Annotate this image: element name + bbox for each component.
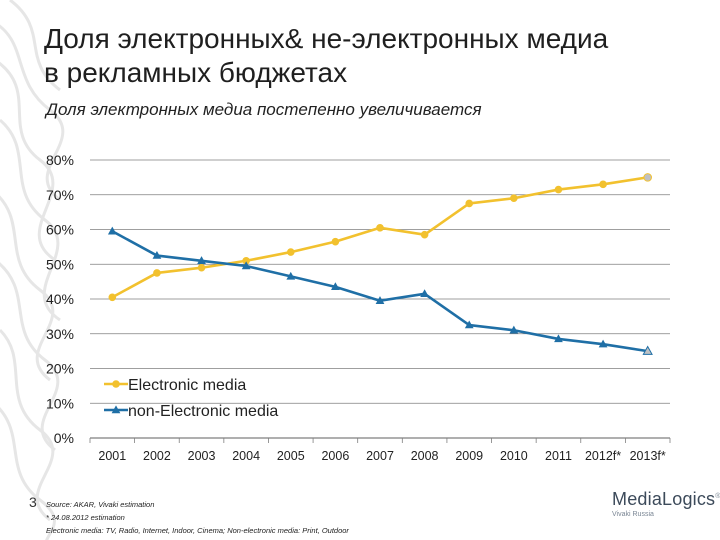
data-point <box>331 237 340 246</box>
data-point <box>107 226 117 235</box>
data-point <box>242 256 250 265</box>
chart-legend: Electronic media non-Electronic media <box>104 377 278 420</box>
y-tick-label: 60% <box>46 222 74 238</box>
data-point <box>241 261 251 270</box>
y-tick-label: 30% <box>46 326 74 342</box>
data-point <box>598 339 608 348</box>
y-axis-ticks: 0% 10% 20% 30% 40% 50% 60% 70% 80% <box>46 152 74 446</box>
x-tick-label: 2001 <box>98 449 126 463</box>
y-tick-label: 40% <box>46 291 74 307</box>
footnotes: Source: AKAR, Vivaki estimation * 24.08.… <box>46 498 349 537</box>
series-line <box>111 230 648 353</box>
x-tick-label: 2004 <box>232 449 260 463</box>
x-tick-label: 2013f* <box>630 449 666 463</box>
footnote-definition: Electronic media: TV, Radio, Internet, I… <box>46 526 349 535</box>
data-point <box>286 248 295 256</box>
swirl-pattern <box>0 0 65 540</box>
x-tick-label: 2007 <box>366 449 394 463</box>
data-point <box>376 223 384 232</box>
y-tick-label: 0% <box>54 430 74 446</box>
legend-marker <box>112 380 120 388</box>
data-point <box>509 325 519 334</box>
data-point <box>643 173 652 182</box>
x-tick-label: 2009 <box>455 449 483 463</box>
data-point <box>375 296 385 304</box>
data-point <box>554 334 563 343</box>
x-tick-label: 2005 <box>277 449 305 463</box>
slide-subtitle: Доля электронных медиа постепенно увелич… <box>46 100 482 119</box>
slide-title-line2: в рекламных бюджетах <box>44 57 348 88</box>
data-point <box>465 199 474 208</box>
data-point <box>420 289 429 298</box>
logo-subtitle: Vivaki Russia <box>612 511 654 518</box>
footnote-estimation: * 24.08.2012 estimation <box>46 513 125 522</box>
medialogics-logo: MediaLogics® Vivaki Russia <box>612 489 720 518</box>
data-point <box>286 271 296 280</box>
legend-label: Electronic media <box>128 377 246 394</box>
data-point <box>510 194 518 203</box>
x-tick-label: 2006 <box>321 449 349 463</box>
decorative-swirl-background <box>0 0 72 540</box>
slide-title: Доля электронных& не-электронных медиа в… <box>44 22 704 90</box>
x-tick-label: 2008 <box>411 449 439 463</box>
x-tick-label: 2010 <box>500 449 528 463</box>
data-point <box>642 345 653 355</box>
data-point <box>464 320 474 329</box>
data-point <box>554 185 563 194</box>
slide-title-line1: Доля электронных& не-электронных медиа <box>44 23 609 54</box>
x-tick-label: 2012f* <box>585 449 621 463</box>
data-point <box>153 269 161 277</box>
data-point <box>108 293 117 302</box>
data-point <box>331 282 340 291</box>
data-point <box>152 250 162 259</box>
x-axis-ticks: 2001 2002 2003 2004 2005 2006 2007 2008 2009 2010… <box>98 449 665 463</box>
data-point <box>599 180 607 189</box>
logo-mark: ® <box>715 493 720 500</box>
data-point <box>420 230 429 239</box>
y-tick-label: 70% <box>46 187 74 203</box>
logo-name: MediaLogics <box>612 489 716 509</box>
chart-series <box>107 173 653 355</box>
page-number: 3 <box>29 494 37 510</box>
y-tick-label: 80% <box>46 152 74 168</box>
data-point <box>197 256 206 264</box>
data-point <box>197 263 206 272</box>
x-tick-label: 2003 <box>188 449 216 463</box>
x-tick-label: 2002 <box>143 449 171 463</box>
series-line <box>111 176 648 299</box>
x-tick-label: 2011 <box>545 449 572 463</box>
y-tick-label: 50% <box>46 256 74 272</box>
y-tick-label: 20% <box>46 361 74 377</box>
footnote-source: Source: AKAR, Vivaki estimation <box>46 500 155 509</box>
y-tick-label: 10% <box>46 395 74 411</box>
legend-marker <box>111 405 121 414</box>
legend-label: non-Electronic media <box>128 403 278 420</box>
